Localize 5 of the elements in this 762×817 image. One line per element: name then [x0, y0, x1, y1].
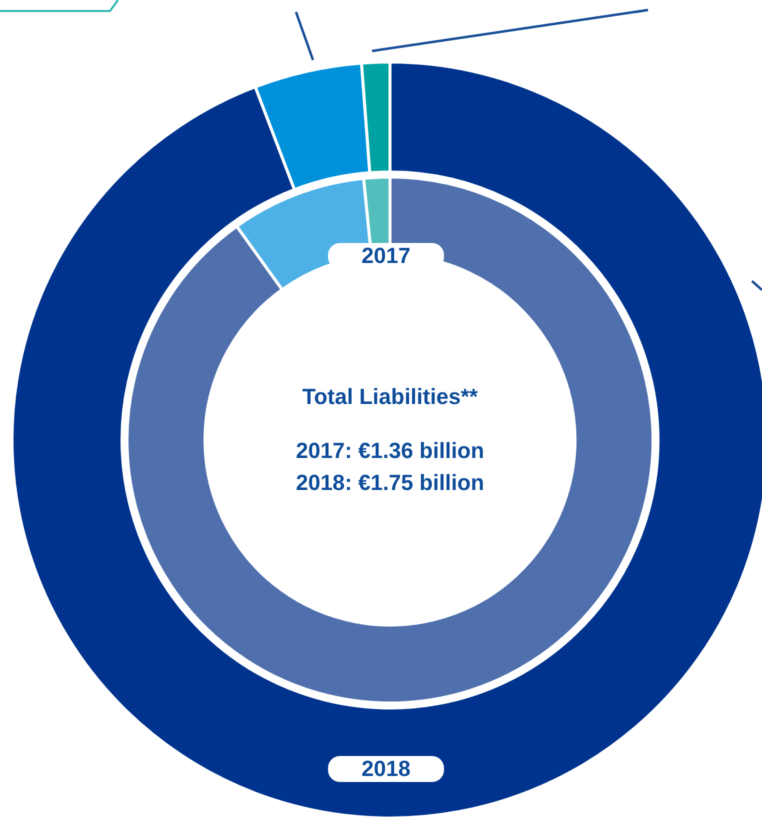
slice-label: 2018 — [328, 756, 444, 782]
slice-label: 2017 — [328, 243, 444, 269]
text: 2018: €1.75 billion — [296, 469, 484, 497]
text: Total Liabilities** — [301, 383, 479, 411]
text: 2017: €1.36 billion — [296, 437, 484, 465]
